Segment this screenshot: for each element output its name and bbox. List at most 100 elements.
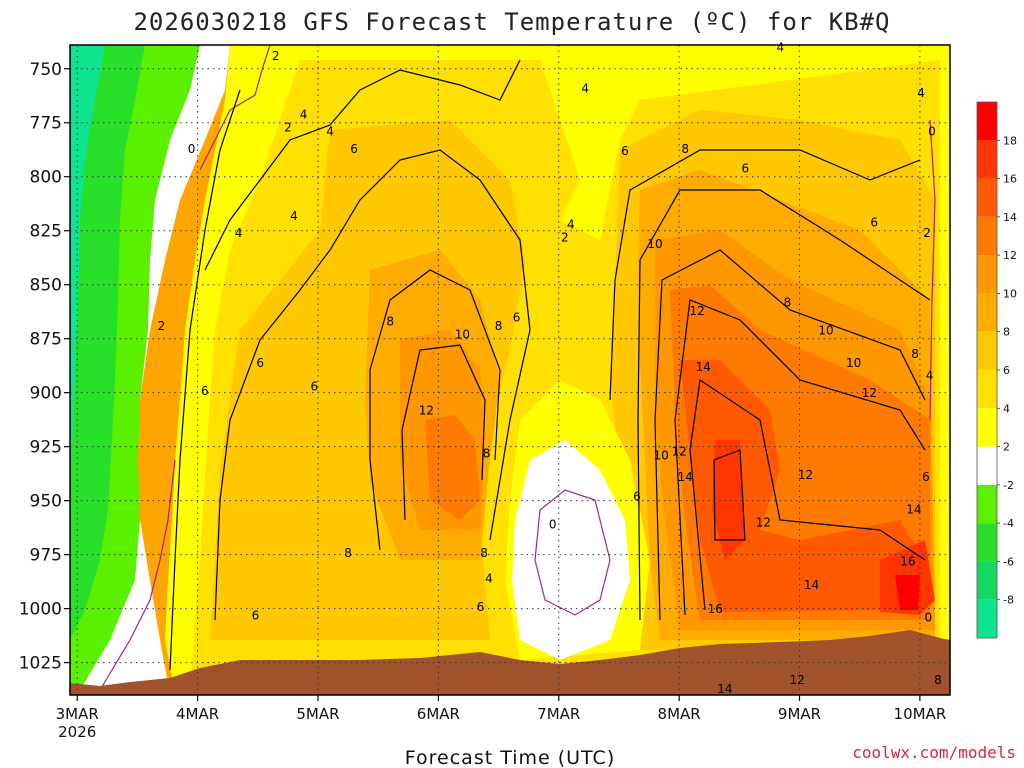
colorbar-tick-label: 4: [1003, 402, 1010, 415]
chart-title: 2026030218 GFS Forecast Temperature (ºC)…: [133, 8, 890, 36]
contour-label: 2: [923, 226, 931, 240]
contour-label: 8: [344, 546, 352, 560]
contour-label: 14: [804, 578, 819, 592]
colorbar-swatch: [977, 216, 997, 256]
contour-label: 12: [789, 673, 804, 687]
y-tick-label: 950: [30, 492, 62, 512]
contour-label: 6: [742, 161, 750, 175]
colorbar-tick-label: -4: [1003, 517, 1014, 530]
colorbar: -8 -6 -4 -2 2 4 6 8 10 12 14 16 18: [976, 101, 1017, 639]
x-tick-label: 10MAR: [894, 705, 947, 723]
y-tick-label: 850: [30, 276, 62, 296]
colorbar-tick-label: 16: [1003, 173, 1017, 186]
colorbar-tick-label: -6: [1003, 555, 1014, 568]
contour-10c-east-line: [654, 249, 926, 621]
y-tick-label: 750: [30, 60, 62, 80]
colorbar-tick-label: 2: [1003, 441, 1010, 454]
cold-band-minus6-region: [70, 45, 105, 480]
contour-6c-east-line: [609, 149, 921, 401]
contour-12c-east-line: [674, 299, 926, 616]
contour-label: 4: [567, 218, 575, 232]
contour-0c-left-line: [99, 459, 176, 691]
contour-6c-line: [214, 149, 531, 621]
x-tick-sublabel: 2026: [58, 723, 96, 741]
contour-label: 16: [708, 602, 723, 616]
y-tick-label: 900: [30, 384, 62, 404]
contour-4c-line: [204, 59, 521, 271]
contour-16c-line: [713, 449, 746, 541]
contour-label: 14: [717, 682, 732, 696]
contour-label: 4: [300, 107, 308, 121]
colorbar-tick-label: 18: [1003, 134, 1017, 147]
colorbar-swatch: [977, 561, 997, 600]
contour-0c-pocket-line: [534, 489, 611, 616]
contour-label: 0: [549, 518, 557, 532]
contour-label: 14: [906, 503, 921, 517]
colorbar-swatch: [977, 523, 997, 562]
contour-label: 12: [862, 386, 877, 400]
contour-label: 2: [284, 120, 292, 134]
contour-label: 8: [480, 546, 488, 560]
cold-band-minus4-region: [70, 45, 145, 640]
x-tick-label: 9MAR: [778, 705, 821, 723]
contour-label: 4: [581, 82, 589, 96]
contour-label: 4: [290, 209, 298, 223]
colorbar-swatch: [977, 370, 997, 409]
contour-label: 8: [681, 142, 689, 156]
contour-label: 8: [386, 315, 394, 329]
y-axis: 750 775 800 825 850 875 900 925 950 975 1000 1025: [19, 60, 70, 674]
contour-label: 10: [653, 449, 668, 463]
contour-label: 8: [934, 673, 942, 687]
colorbar-swatch: [977, 178, 997, 217]
contour-label: 16: [900, 554, 915, 568]
plot-area: [70, 45, 950, 695]
cool-pocket-2c-region: [512, 440, 630, 660]
contour-label: 8: [911, 347, 919, 361]
contour-label: 2: [561, 231, 569, 245]
y-tick-label: 1025: [19, 654, 62, 674]
contour-label: 2: [272, 49, 280, 63]
contour-label: 6: [513, 310, 521, 324]
contour-labels: 242 40 644 24644406862101281086810266612814…: [158, 40, 942, 695]
contour-label: 12: [690, 304, 705, 318]
contour-label: 4: [917, 86, 925, 100]
contour-label: 6: [256, 356, 264, 370]
colorbar-tick-label: 10: [1003, 287, 1017, 300]
contour-label: 4: [776, 40, 784, 54]
contour-10c-line: [401, 344, 486, 521]
colorbar-swatch: [977, 599, 997, 638]
contour-label: 6: [350, 142, 358, 156]
colorbar-swatch: [977, 331, 997, 370]
colorbar-tick-label: -2: [1003, 479, 1014, 492]
contour-8c-line: [369, 269, 501, 551]
contour-0c-east-line: [929, 119, 936, 421]
contour-label: 10: [455, 328, 470, 342]
contour-label: 2: [158, 319, 166, 333]
contour-label: 6: [477, 600, 485, 614]
contour-0c-line: [199, 45, 271, 171]
contour-label: 10: [818, 323, 833, 337]
core-18c-10mar-region: [895, 575, 920, 610]
contour-label: 12: [756, 516, 771, 530]
contour-label: 10: [647, 237, 662, 251]
contour-label: 6: [870, 215, 878, 229]
y-tick-label: 975: [30, 546, 62, 566]
y-tick-label: 825: [30, 222, 62, 242]
contour-label: 6: [252, 608, 260, 622]
contour-label: 8: [784, 295, 792, 309]
contour-label: 4: [235, 226, 243, 240]
colorbar-tick-label: 14: [1003, 211, 1017, 224]
y-tick-label: 800: [30, 168, 62, 188]
colorbar-swatch: [977, 255, 997, 294]
contour-label: 4: [926, 369, 934, 383]
contour-label: 6: [922, 470, 930, 484]
colorbar-swatch: [977, 293, 997, 332]
x-tick-label: 7MAR: [537, 705, 580, 723]
colorbar-swatch: [977, 484, 997, 524]
contour-label: 6: [201, 384, 209, 398]
contour-label: 6: [621, 144, 629, 158]
contour-lines: [99, 45, 936, 691]
source-credit[interactable]: coolwx.com/models: [852, 743, 1016, 762]
